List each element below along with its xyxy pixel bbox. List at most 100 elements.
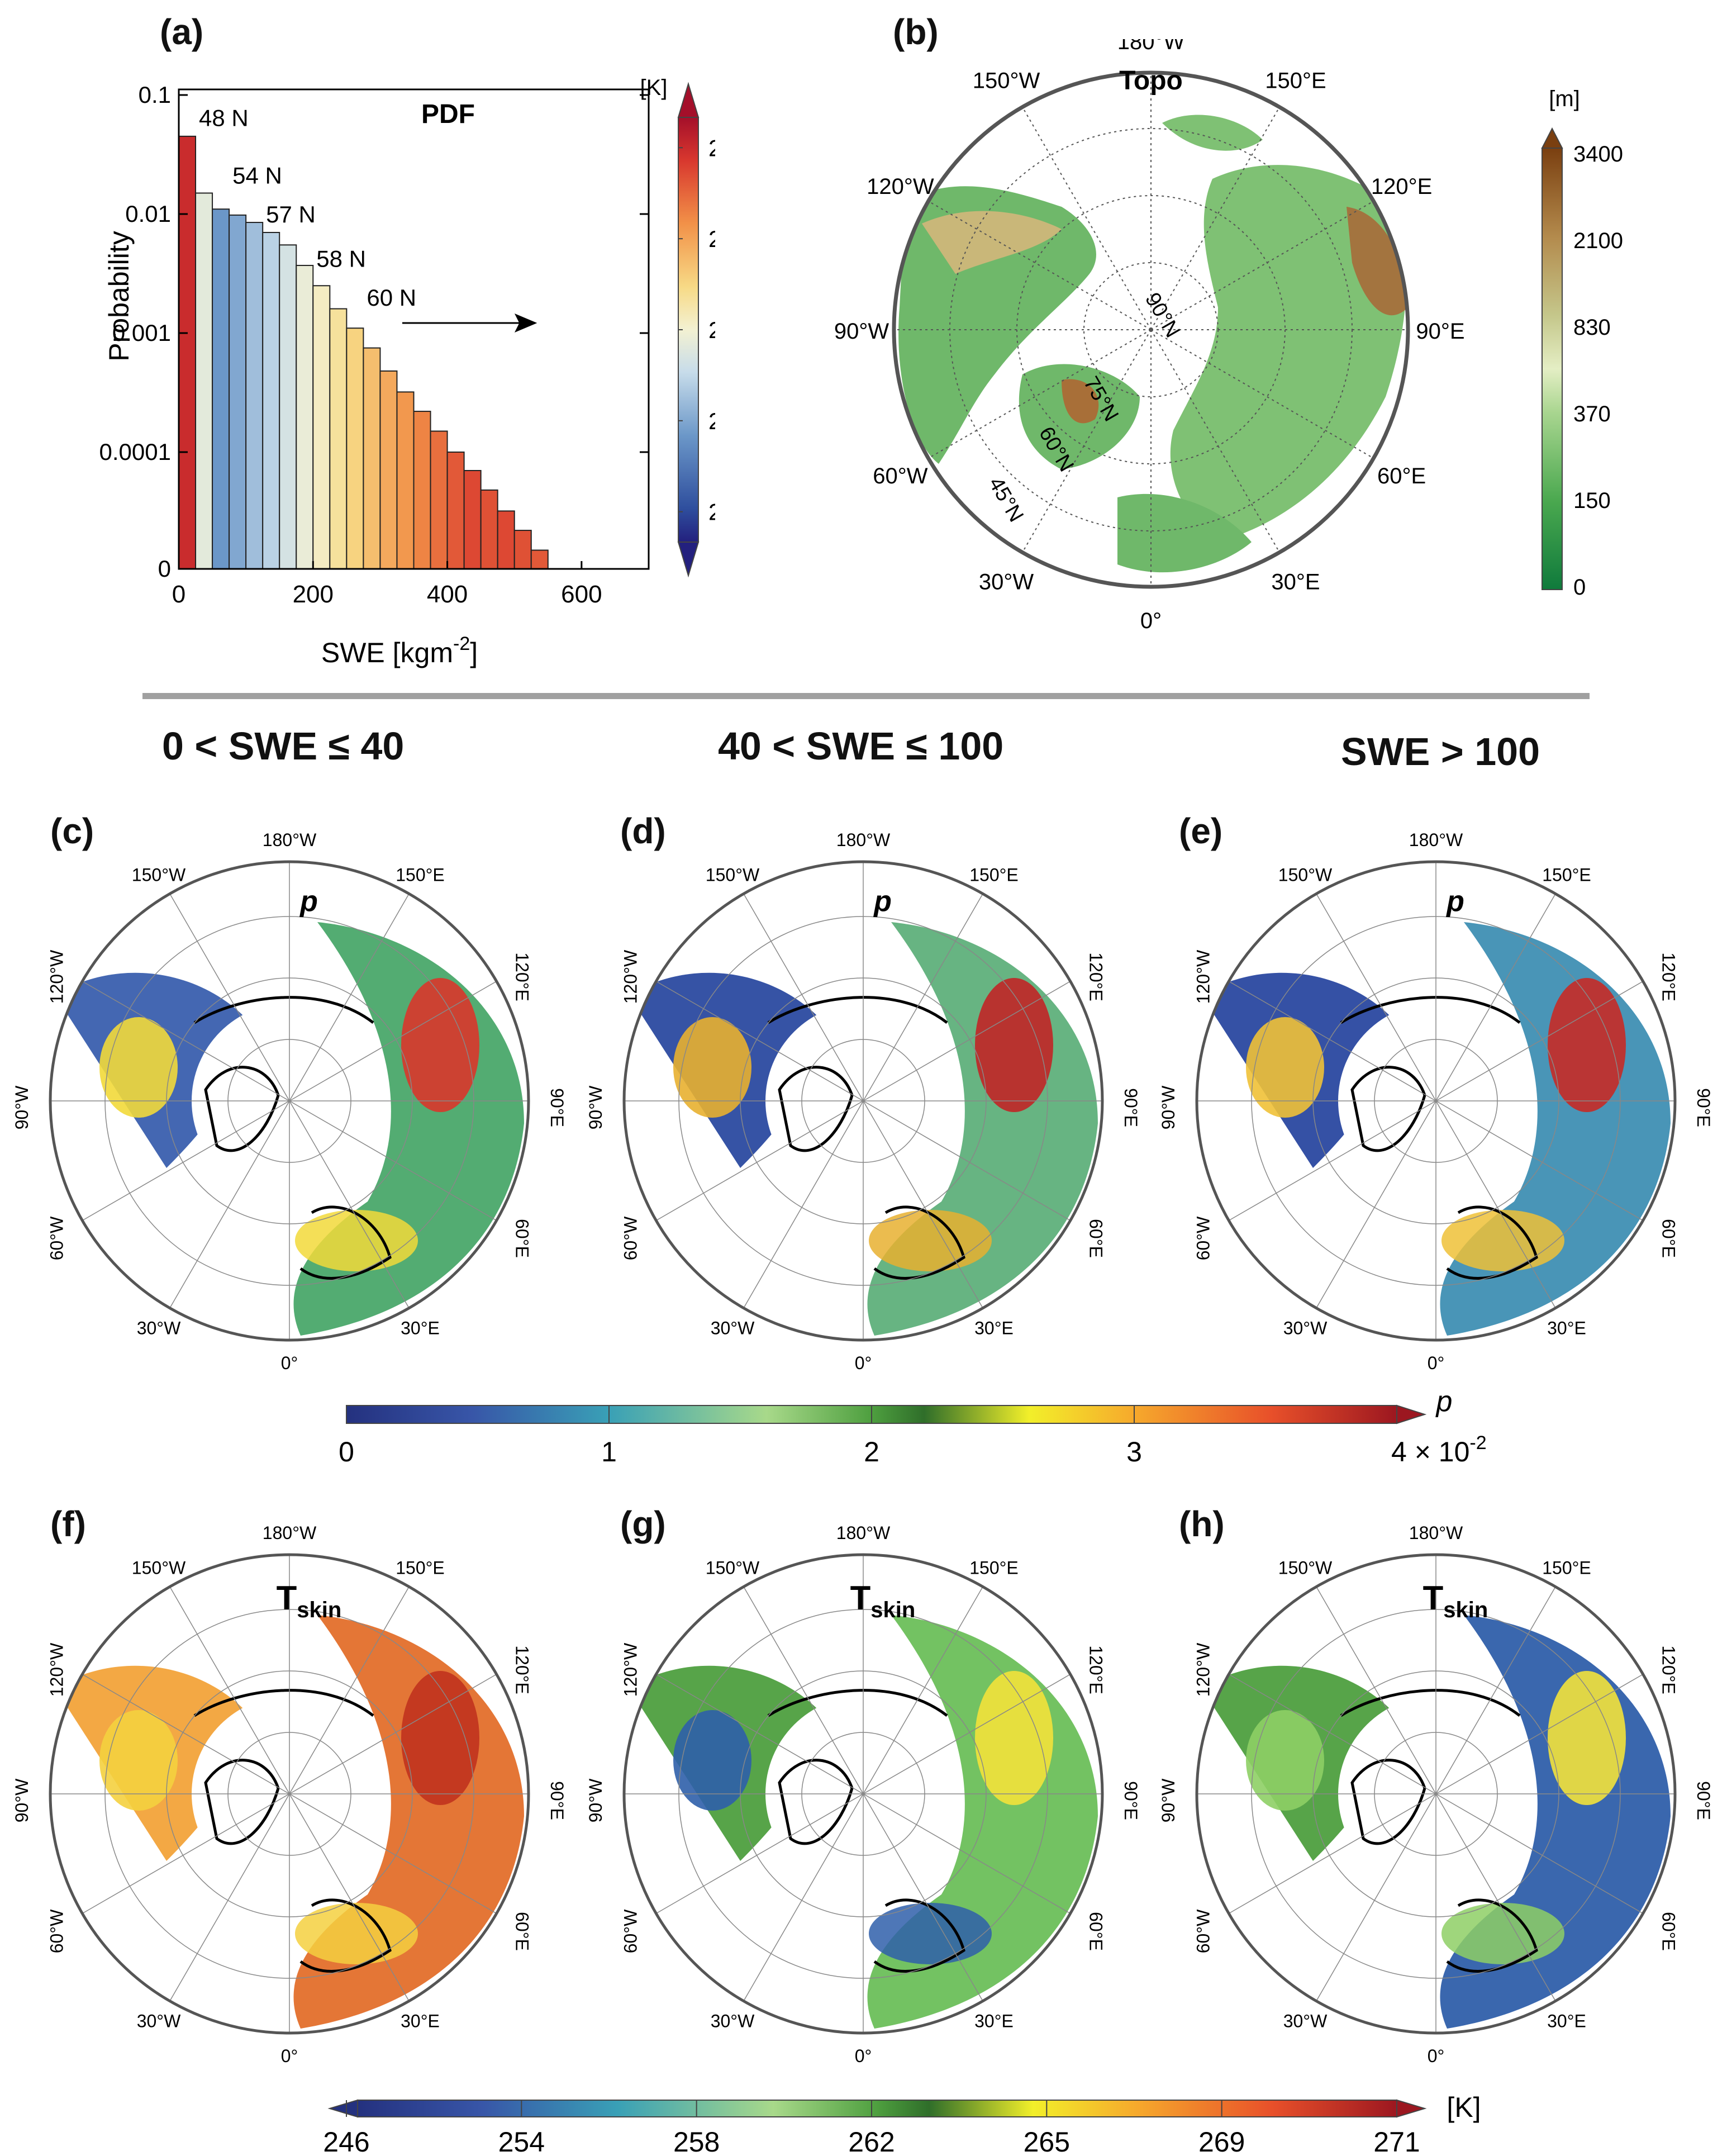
topo-land [898, 115, 1408, 573]
longitude-label: 150°W [973, 68, 1040, 93]
longitude-label: 120°W [1193, 1642, 1214, 1697]
bar-annotation: 58 N [316, 246, 366, 272]
coastline-europe [1446, 1898, 1538, 1973]
bar [480, 489, 498, 570]
meridian [289, 1793, 410, 2002]
longitude-label: 0° [1428, 2046, 1445, 2066]
panel-label-a: (a) [160, 12, 204, 52]
meridian [289, 1100, 410, 1309]
meridian [863, 893, 983, 1101]
elevation-colorbar: [m] 3400 2100 830 370 150 0 [1541, 87, 1623, 600]
longitude-label: 30°W [979, 570, 1034, 595]
meridian [743, 893, 864, 1101]
group-title-high: SWE > 100 [1341, 730, 1540, 773]
meridian [655, 1100, 864, 1221]
meridian [289, 1674, 497, 1794]
p-colorbar: 0 1 2 3 p 4 × 10-2 [339, 1385, 1487, 1468]
bar [329, 308, 348, 569]
longitude-label: 0° [281, 1353, 298, 1373]
longitude-label: 60°W [1193, 1909, 1214, 1953]
colorbar-tick-label: 3 [1126, 1436, 1142, 1468]
bar [346, 327, 364, 569]
longitude-label: 150°E [396, 1558, 445, 1578]
longitude-label: 150°E [396, 865, 445, 885]
longitude-label: 90°E [1693, 1088, 1714, 1127]
meridian [863, 1793, 983, 2002]
graticule [624, 862, 1102, 1340]
meridian [1316, 893, 1436, 1101]
longitude-label: 120°E [512, 952, 532, 1001]
graticule [894, 73, 1408, 587]
hotspot [1441, 1210, 1564, 1271]
meridian [1435, 1793, 1556, 2002]
coastline-greenland [778, 1066, 854, 1152]
y-tick-label: 0.0001 [99, 439, 171, 465]
meridian [289, 1793, 497, 1914]
longitude-label: 120°W [621, 1642, 641, 1697]
panel-label-f: (f) [50, 1504, 86, 1544]
panel-label-d: (d) [620, 811, 666, 851]
longitude-label: 90°W [834, 319, 889, 344]
longitude-label: 90°W [1158, 1778, 1178, 1822]
longitude-label: 150°W [1278, 1558, 1333, 1578]
longitude-label: 60°W [1193, 1216, 1214, 1260]
colorbar-unit: [K] [640, 75, 668, 100]
colorbar-tick-label: 150 [1573, 488, 1611, 513]
map-boundary [622, 860, 1104, 1342]
hotspot [975, 978, 1053, 1112]
longitude-label: 120°W [47, 1642, 67, 1697]
meridian [1022, 107, 1152, 330]
meridian [1435, 1793, 1644, 1914]
coastline-arctic [193, 1689, 374, 1717]
graticule [50, 862, 529, 1340]
longitude-label: 30°E [1271, 570, 1320, 595]
meridian [1228, 981, 1436, 1101]
coastline-europe [873, 1898, 965, 1973]
bar [446, 452, 465, 569]
coastline-arctic [1340, 1689, 1521, 1717]
longitude-label: 60°E [1658, 1912, 1678, 1951]
longitude-label: 180°W [1409, 830, 1463, 850]
bar [195, 192, 213, 570]
meridian [655, 981, 864, 1101]
colorbar-tick-label: 370 [1573, 402, 1611, 426]
graticule [1197, 1555, 1675, 2033]
x-axis-label: SWE [kgm-2] [321, 633, 478, 668]
coastline-arctic [1340, 996, 1521, 1024]
longitude-label: 120°E [1658, 1645, 1678, 1694]
colorbar-tick-label: 258 [673, 2126, 720, 2156]
longitude-label: 0° [855, 1353, 872, 1373]
bar-annotation: 60 N [367, 284, 416, 311]
meridian [743, 1100, 864, 1309]
y-tick-label: 0.1 [139, 82, 171, 108]
bar [245, 222, 264, 570]
longitude-label: 180°W [1117, 39, 1185, 54]
map-boundary [49, 1553, 530, 2035]
variable-label: p [1445, 885, 1464, 918]
longitude-label: 150°W [132, 1558, 186, 1578]
hotspot [401, 1671, 479, 1805]
panel-label-c: (c) [50, 811, 94, 851]
variable-label: Tskin [850, 1579, 916, 1622]
pdf-bars [178, 135, 565, 570]
coastline-europe [873, 1205, 965, 1280]
longitude-label: 60°E [512, 1219, 532, 1258]
hotspot [99, 1710, 178, 1811]
longitude-label: 0° [1428, 1353, 1445, 1373]
x-tick-label: 400 [427, 581, 468, 608]
graticule [1197, 862, 1675, 1340]
hotspot [673, 1710, 751, 1811]
hotspot [673, 1017, 751, 1118]
polar-map-g: 180°W 150°E 120°E 90°E 60°E 30°E 0° 30°W 60°W 90°… [586, 1523, 1141, 2066]
longitude-label: 150°E [1542, 1558, 1591, 1578]
bar [379, 370, 398, 569]
polar-map-h: 180°W 150°E 120°E 90°E 60°E 30°E 0° 30°W 60°W 90°… [1158, 1523, 1714, 2066]
meridian [289, 1100, 497, 1221]
meridian [82, 1674, 290, 1794]
colorbar-tick-label: 258 [708, 408, 715, 434]
longitude-label: 150°E [1542, 865, 1591, 885]
meridian [1435, 893, 1556, 1101]
y-tick-label: 0 [158, 555, 171, 582]
meridian [1435, 1100, 1556, 1309]
map-boundary [1195, 860, 1677, 1342]
